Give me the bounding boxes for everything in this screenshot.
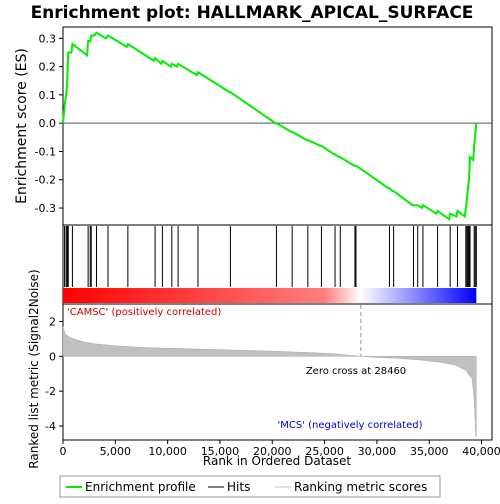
x-tick-label: 15,000 (201, 445, 240, 458)
es-ytick-label: 0.3 (39, 32, 57, 45)
x-axis-label: Rank in Ordered Dataset (203, 454, 351, 468)
legend-box (59, 475, 441, 498)
positive-label: 'CAMSC' (positively correlated) (67, 307, 221, 318)
x-tick-label: 25,000 (305, 445, 344, 458)
negative-label: 'MCS' (negatively correlated) (278, 420, 423, 431)
metric-axis-label: Ranked list metric (Signal2Noise) (27, 269, 41, 468)
metric-ytick-label: 0 (49, 350, 56, 363)
rank-gradient-bar (63, 288, 477, 303)
x-tick-label: 0 (60, 445, 67, 458)
x-tick-label: 10,000 (148, 445, 187, 458)
legend-label-metric: Ranking metric scores (294, 480, 427, 494)
es-ytick-label: -0.2 (35, 174, 56, 187)
x-tick-label: 35,000 (410, 445, 449, 458)
x-tick-label: 30,000 (358, 445, 397, 458)
metric-panel-frame (62, 303, 493, 441)
es-ytick-label: 0.1 (39, 89, 57, 102)
es-ytick-label: 0.0 (39, 117, 57, 130)
legend-label-hits: Hits (227, 480, 250, 494)
es-ytick-label: 0.2 (39, 61, 57, 74)
enrichment-profile-line (62, 31, 478, 222)
legend-label-enrichment: Enrichment profile (85, 480, 196, 494)
ranking-metric-area (62, 326, 477, 437)
x-tick-label: 40,000 (462, 445, 500, 458)
x-tick-label: 5,000 (100, 445, 132, 458)
es-ytick-label: -0.1 (35, 145, 56, 158)
es-ytick-label: -0.3 (35, 202, 56, 215)
metric-ytick-label: -4 (45, 420, 56, 433)
x-tick-label: 20,000 (253, 445, 292, 458)
zero-cross-label: Zero cross at 28460 (306, 366, 406, 377)
metric-ytick-label: -2 (45, 385, 56, 398)
es-panel-frame (62, 26, 493, 226)
metric-ytick-label: 2 (49, 315, 56, 328)
chart-title: Enrichment plot: HALLMARK_APICAL_SURFACE (31, 3, 474, 23)
es-axis-label: Enrichment score (ES) (14, 48, 30, 204)
